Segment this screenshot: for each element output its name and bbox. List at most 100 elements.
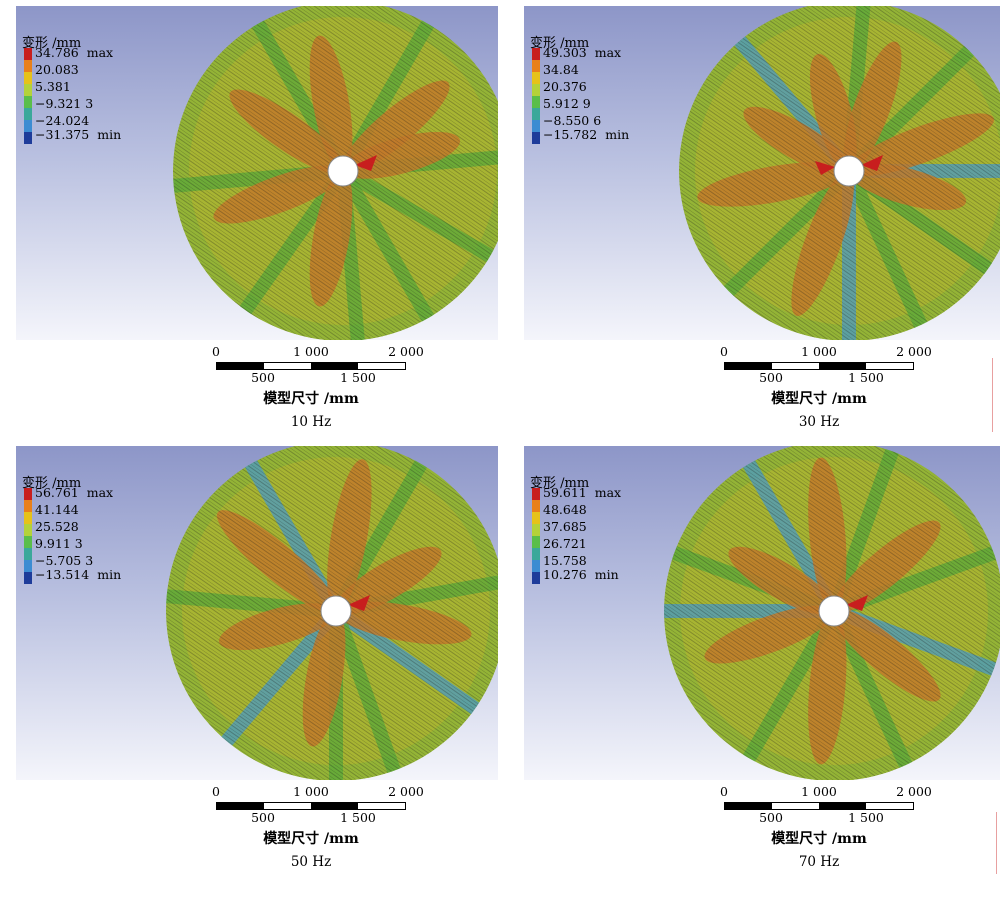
scale-bar-segment (866, 363, 913, 369)
legend-number: 10.276 (543, 567, 587, 582)
contour-plot: 变形 /mm 49.303 max 34.84 20.376 5.912 9 −8.550 … (524, 6, 1000, 340)
colorbar-swatch (532, 524, 540, 536)
colorbar-swatch (532, 488, 540, 500)
scale-tick-label: 0 (720, 344, 728, 359)
disk-contour (679, 6, 1000, 340)
colorbar (532, 48, 540, 144)
colorbar-swatch (532, 108, 540, 120)
legend-value: −13.514 min (35, 568, 121, 581)
colorbar-swatch (532, 560, 540, 572)
colorbar-swatch (24, 84, 32, 96)
colorbar-swatch (532, 72, 540, 84)
scale-bar-segment (264, 803, 311, 809)
legend-value: −8.550 6 (543, 114, 601, 127)
center-hole (818, 595, 850, 627)
legend-number: 25.528 (35, 519, 79, 534)
margin-mark (992, 358, 993, 432)
scale-bar (216, 802, 406, 810)
scale-bar (724, 362, 914, 370)
scale-bar-segment (358, 803, 405, 809)
legend-value: 9.911 3 (35, 537, 83, 550)
legend-value: 5.381 (35, 80, 71, 93)
scale-bar (724, 802, 914, 810)
legend-number: 34.786 (35, 45, 79, 60)
colorbar-swatch (24, 524, 32, 536)
legend-value: 59.611 max (543, 486, 621, 499)
colorbar-swatch (532, 96, 540, 108)
frequency-caption: 70 Hz (798, 854, 840, 870)
legend-value: 5.912 9 (543, 97, 591, 110)
colorbar-swatch (24, 536, 32, 548)
colorbar-swatch (532, 60, 540, 72)
scale-tick-label: 500 (251, 810, 275, 825)
colorbar-swatch (24, 488, 32, 500)
legend-number: 49.303 (543, 45, 587, 60)
colorbar-swatch (532, 500, 540, 512)
scale-tick-label: 1 500 (848, 370, 884, 385)
colorbar-swatch (24, 548, 32, 560)
legend-title: 变形 /mm (530, 36, 590, 51)
legend-value: 48.648 (543, 503, 587, 516)
scale-axis-label: 模型尺寸 /mm (263, 391, 359, 407)
legend-number: 26.721 (543, 536, 587, 551)
deformation-panel: 变形 /mm 56.761 max 41.144 25.528 9.911 3 −5.705… (16, 446, 498, 886)
colorbar-swatch (532, 84, 540, 96)
scale-tick-label: 500 (759, 810, 783, 825)
legend-min-tag: min (605, 127, 630, 142)
scale-bar-segment (311, 803, 358, 809)
legend-value: 15.758 (543, 554, 587, 567)
scale-tick-label: 500 (251, 370, 275, 385)
deformation-panel: 变形 /mm 49.303 max 34.84 20.376 5.912 9 −8.550 … (524, 6, 1000, 446)
scale-bar-segment (264, 363, 311, 369)
scale-bar-segment (819, 803, 866, 809)
colorbar-swatch (24, 500, 32, 512)
legend-number: 9.911 3 (35, 536, 83, 551)
scale-tick-label: 1 000 (801, 784, 837, 799)
legend-value: 25.528 (35, 520, 79, 533)
scale-bar-segment (772, 363, 819, 369)
colorbar (24, 48, 32, 144)
colorbar-swatch (532, 132, 540, 144)
colorbar-swatch (24, 60, 32, 72)
legend-number: 34.84 (543, 62, 579, 77)
scale-tick-label: 1 000 (801, 344, 837, 359)
legend-number: 20.376 (543, 79, 587, 94)
frequency-caption: 10 Hz (290, 414, 332, 430)
colorbar (24, 488, 32, 584)
max-zone (846, 595, 868, 611)
scale-bar (216, 362, 406, 370)
legend-number: 59.611 (543, 485, 587, 500)
legend-number: −13.514 (35, 567, 90, 582)
legend-number: −31.375 (35, 127, 90, 142)
legend-min-tag: min (97, 127, 122, 142)
colorbar (532, 488, 540, 584)
legend-value: 41.144 (35, 503, 79, 516)
colorbar-swatch (532, 48, 540, 60)
legend-value: 34.786 max (35, 46, 113, 59)
legend-title: 变形 /mm (22, 476, 82, 491)
scale-tick-label: 2 000 (388, 344, 424, 359)
colorbar-swatch (532, 536, 540, 548)
legend-number: −15.782 (543, 127, 598, 142)
legend-number: 48.648 (543, 502, 587, 517)
legend-value: −15.782 min (543, 128, 629, 141)
scale-axis-label: 模型尺寸 /mm (263, 831, 359, 847)
frequency-caption: 50 Hz (290, 854, 332, 870)
legend-value: 34.84 (543, 63, 579, 76)
margin-mark (996, 812, 997, 874)
deformation-panel: 变形 /mm 34.786 max 20.083 5.381 −9.321 3 −24.02… (16, 6, 498, 446)
legend-title: 变形 /mm (22, 36, 82, 51)
scale-bar-segment (819, 363, 866, 369)
scale-bar-segment (866, 803, 913, 809)
legend-value: 37.685 (543, 520, 587, 533)
legend-min-tag: min (97, 567, 122, 582)
colorbar-swatch (532, 120, 540, 132)
legend-max-tag: max (594, 45, 622, 60)
contour-plot: 变形 /mm 56.761 max 41.144 25.528 9.911 3 −5.705… (16, 446, 498, 780)
max-zone (355, 155, 377, 171)
colorbar-swatch (532, 572, 540, 584)
scale-axis-label: 模型尺寸 /mm (771, 391, 867, 407)
legend-value: 49.303 max (543, 46, 621, 59)
scale-axis-label: 模型尺寸 /mm (771, 831, 867, 847)
frequency-caption: 30 Hz (798, 414, 840, 430)
